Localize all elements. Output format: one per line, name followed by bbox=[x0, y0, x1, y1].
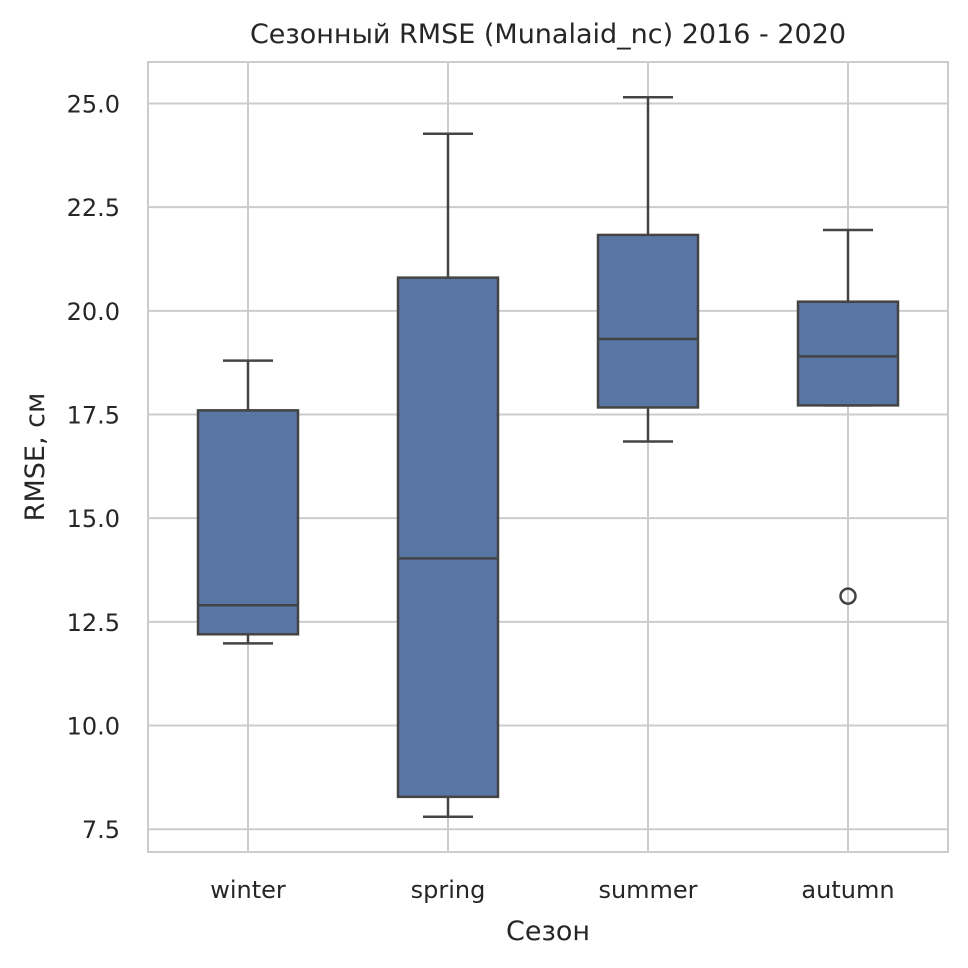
x-axis-label: Сезон bbox=[506, 916, 590, 947]
box-iqr bbox=[796, 300, 900, 407]
y-axis-label: RMSE, см bbox=[20, 393, 51, 522]
x-tick-label: summer bbox=[598, 876, 697, 904]
box-group-winter bbox=[196, 359, 300, 645]
box-layer bbox=[196, 95, 900, 819]
x-tick-label: winter bbox=[210, 876, 286, 904]
y-tick-label: 20.0 bbox=[67, 298, 120, 326]
tick-layer: 7.5 10.0 12.5 15.0 17.5 20.0 22.5 25.0 winter spr… bbox=[67, 90, 895, 904]
y-tick-label: 15.0 bbox=[67, 505, 120, 533]
y-tick-label: 10.0 bbox=[67, 713, 120, 741]
box-iqr bbox=[396, 276, 500, 799]
y-tick-label: 17.5 bbox=[67, 401, 120, 429]
outlier-point bbox=[839, 587, 857, 605]
y-tick-label: 7.5 bbox=[82, 816, 120, 844]
y-tick-label: 22.5 bbox=[67, 194, 120, 222]
box-group-spring bbox=[396, 132, 500, 819]
y-tick-label: 12.5 bbox=[67, 609, 120, 637]
box-iqr bbox=[596, 233, 700, 409]
box-group-autumn bbox=[796, 228, 900, 605]
chart-title: Сезонный RMSE (Munalaid_nc) 2016 - 2020 bbox=[250, 19, 846, 50]
y-tick-label: 25.0 bbox=[67, 90, 120, 118]
x-tick-label: autumn bbox=[801, 876, 894, 904]
x-tick-label: spring bbox=[411, 876, 486, 904]
box-group-summer bbox=[596, 95, 700, 443]
plot-frame bbox=[147, 61, 949, 853]
box-iqr bbox=[196, 409, 300, 636]
